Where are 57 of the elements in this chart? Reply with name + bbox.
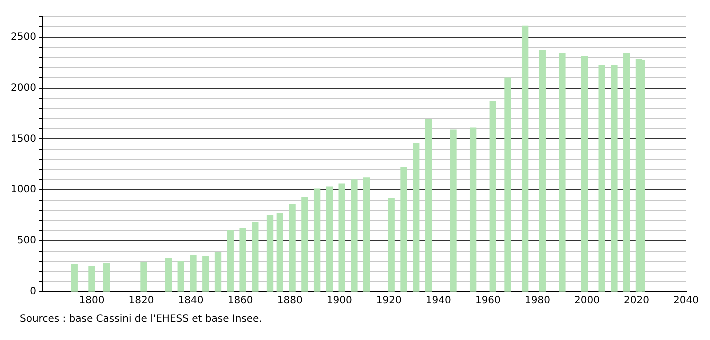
bar [388, 198, 395, 292]
x-tick-label: 1960 [475, 296, 501, 307]
bar [413, 142, 420, 292]
bar [559, 53, 566, 292]
bar [522, 26, 529, 292]
bar [338, 184, 346, 292]
bar [276, 213, 284, 292]
bar [400, 167, 408, 292]
x-tick-label: 1800 [79, 296, 105, 307]
bar [202, 256, 210, 292]
y-tick-label: 2000 [10, 82, 36, 94]
x-tick-label: 2040 [674, 296, 699, 307]
x-tick-label: 2020 [624, 296, 650, 307]
bar [266, 215, 274, 292]
bar [490, 101, 496, 292]
x-tick-label: 1880 [277, 296, 303, 307]
bar [539, 50, 546, 292]
bar [581, 56, 588, 292]
bar [314, 188, 321, 292]
bar [140, 262, 148, 292]
x-tick-label: 1820 [128, 296, 154, 307]
bar [450, 130, 457, 292]
bar [425, 120, 432, 292]
bar [598, 66, 606, 292]
bar [178, 261, 184, 292]
bar [165, 258, 172, 292]
bar [104, 263, 110, 292]
bar [190, 255, 197, 292]
x-tick-label: 1860 [228, 296, 254, 307]
y-tick-label: 500 [17, 236, 36, 247]
bar [88, 266, 96, 292]
x-tick-label: 1940 [426, 296, 452, 307]
bar [289, 204, 296, 292]
bar [504, 78, 512, 292]
source-note: Sources : base Cassini de l'EHESS et base Insee. [20, 314, 264, 325]
x-tick-label: 1920 [376, 296, 402, 307]
bar [227, 230, 234, 292]
y-tick-label: 1500 [10, 134, 36, 145]
bar [470, 128, 477, 292]
bar [326, 186, 334, 292]
bar [364, 178, 370, 292]
bar [214, 252, 222, 292]
bar [611, 66, 618, 292]
x-tick-label: 1980 [524, 296, 550, 307]
bar [71, 264, 78, 292]
y-tick-label: 2500 [10, 32, 36, 43]
bar [624, 53, 630, 292]
y-tick-label: 0 [30, 286, 36, 298]
y-tick-label: 1000 [10, 184, 36, 196]
bar [302, 196, 308, 292]
bar [351, 180, 358, 292]
x-tick-label: 1900 [326, 296, 352, 307]
bar [240, 228, 246, 292]
bar [638, 60, 646, 292]
bar [252, 222, 259, 292]
x-tick-label: 1840 [178, 296, 204, 307]
x-tick-label: 2000 [574, 296, 600, 307]
